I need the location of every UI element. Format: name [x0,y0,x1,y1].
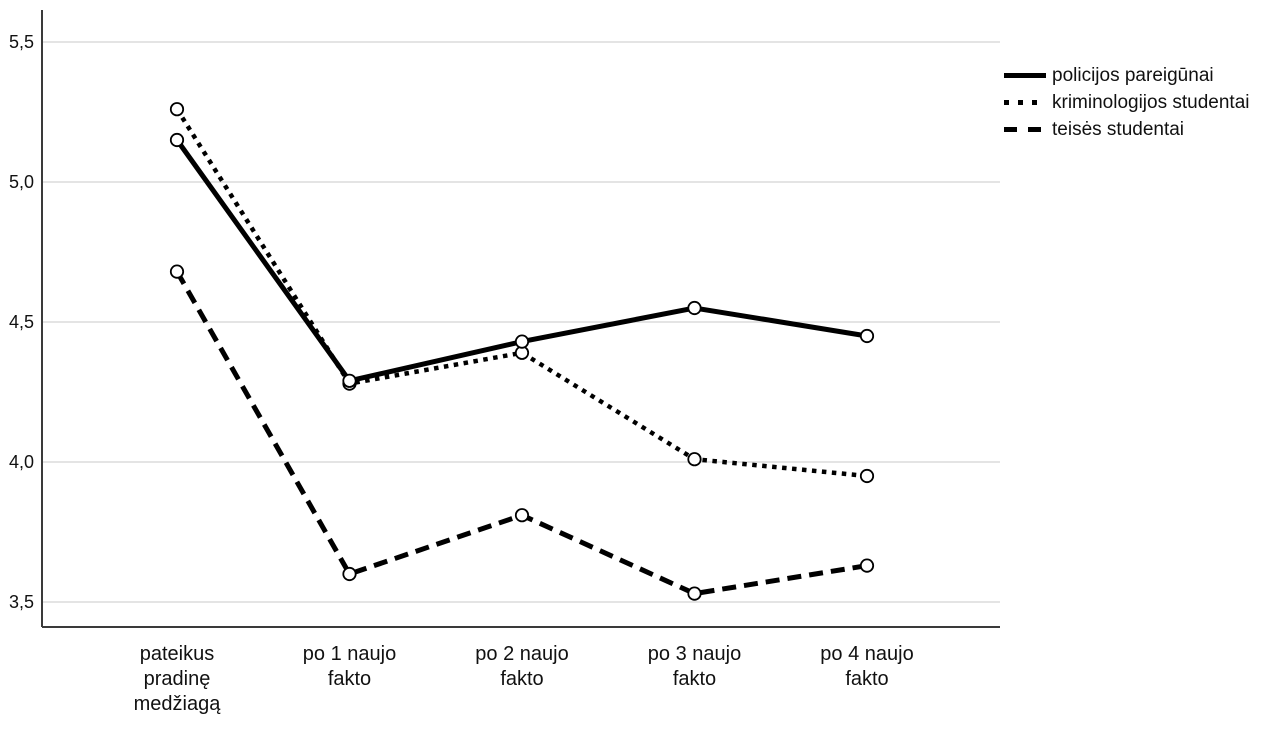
data-point-marker [687,586,702,601]
legend-item-kriminologijos-studentai: kriminologijos studentai [1004,89,1250,116]
legend-label-kriminologijos-studentai: kriminologijos studentai [1052,92,1250,113]
x-tick-label: po 3 naujo fakto [648,643,741,690]
legend: policijos pareigūnai kriminologijos stud… [1004,62,1250,143]
y-tick-label: 4,0 [9,452,34,472]
y-tick-label: 5,0 [9,172,34,192]
data-point-marker [859,328,875,344]
data-point-marker [169,132,185,148]
data-point-marker [342,566,357,582]
y-tick-label: 3,5 [9,592,34,612]
y-tick-label: 5,5 [9,32,34,52]
data-point-marker [514,508,530,523]
legend-swatch-solid-line-icon [1004,73,1046,78]
legend-item-policijos-pareigunai: policijos pareigūnai [1004,62,1250,89]
x-tick-label: pateikus pradinę medžiagą [134,643,222,715]
series-line-dotted [175,108,868,479]
data-point-marker [514,334,530,349]
legend-label-policijos-pareigunai: policijos pareigūnai [1052,65,1214,86]
legend-item-teises-studentai: teisės studentai [1004,116,1250,143]
x-tick-label: po 2 naujo fakto [475,643,568,690]
data-point-marker [169,264,185,279]
legend-label-teises-studentai: teisės studentai [1052,119,1185,140]
legend-swatch-dashed-line-icon [1004,127,1046,132]
x-tick-label: po 1 naujo fakto [303,643,396,690]
y-tick-label: 4,5 [9,312,34,332]
data-point-marker [859,558,875,573]
x-tick-label: po 4 naujo fakto [820,643,913,690]
data-point-marker [687,452,702,467]
data-point-marker [687,300,702,316]
data-point-marker [859,468,875,484]
data-point-marker [169,102,185,117]
legend-swatch-dotted-line-icon [1004,100,1046,105]
data-point-marker [342,373,357,388]
